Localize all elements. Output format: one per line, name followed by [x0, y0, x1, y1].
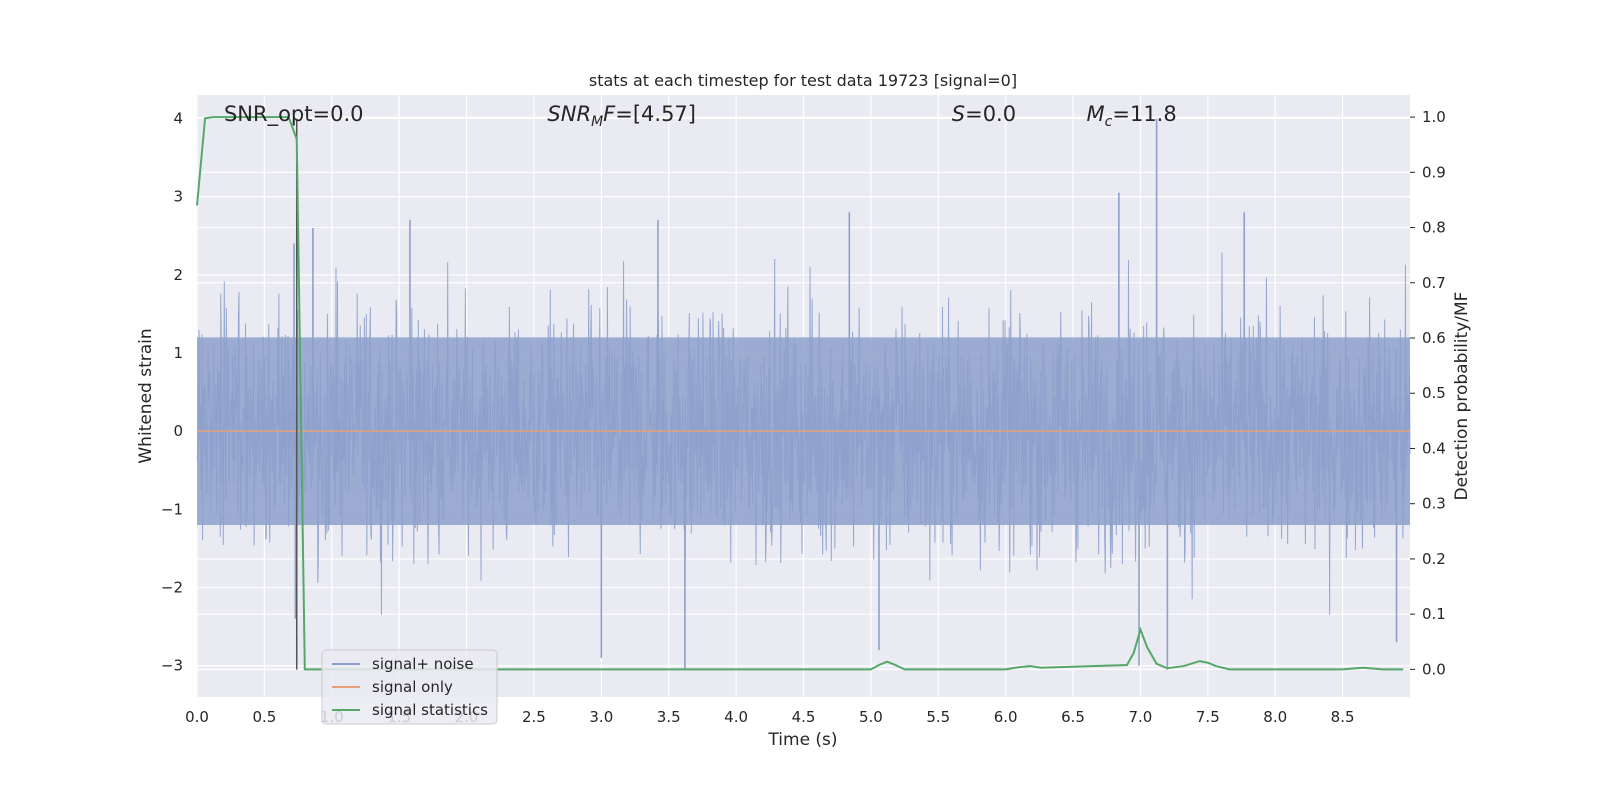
legend-label: signal statistics [372, 701, 488, 719]
x-tick-label: 3.5 [657, 708, 681, 726]
y-tick-label-right: 1.0 [1422, 108, 1446, 126]
x-tick-label: 4.0 [724, 708, 748, 726]
x-tick-label: 6.0 [994, 708, 1018, 726]
x-tick-label: 7.0 [1129, 708, 1153, 726]
y-tick-label-left: 4 [173, 109, 183, 127]
y-tick-label-right: 0.9 [1422, 163, 1446, 181]
y-tick-label-left: −1 [161, 500, 183, 518]
x-tick-label: 5.5 [926, 708, 950, 726]
annotation-s: S=0.0 [952, 102, 1016, 126]
y-tick-label-right: 0.3 [1422, 495, 1446, 513]
x-tick-label: 6.5 [1061, 708, 1085, 726]
x-tick-label: 3.0 [589, 708, 613, 726]
y-tick-label-right: 0.6 [1422, 329, 1446, 347]
legend-label: signal+ noise [372, 655, 474, 673]
series-signal-statistics [196, 116, 1404, 671]
y-tick-label-left: 1 [173, 344, 183, 362]
y-tick-label-right: 0.7 [1422, 274, 1446, 292]
y-tick-label-left: −2 [161, 579, 183, 597]
legend-box [321, 649, 498, 725]
y-axis-label-right: Detection probability/MF [1452, 292, 1472, 501]
x-tick-label: 5.0 [859, 708, 883, 726]
y-tick-label-right: 0.0 [1422, 660, 1446, 678]
x-tick-label: 7.5 [1196, 708, 1220, 726]
x-tick-label: 8.0 [1263, 708, 1287, 726]
series-lines [196, 116, 1410, 671]
axis-ticks: 0.00.51.01.52.02.53.03.54.04.55.05.56.06… [161, 108, 1446, 726]
y-tick-label-left: 0 [173, 422, 183, 440]
y-tick-label-right: 0.8 [1422, 219, 1446, 237]
y-tick-label-left: 3 [173, 188, 183, 206]
legend-label: signal only [372, 678, 453, 696]
y-tick-label-right: 0.2 [1422, 550, 1446, 568]
y-tick-label-right: 0.5 [1422, 384, 1446, 402]
y-tick-label-left: 2 [173, 266, 183, 284]
annotation-snr-opt: SNR_opt=0.0 [224, 102, 364, 127]
x-tick-label: 8.5 [1331, 708, 1355, 726]
chart-title: stats at each timestep for test data 197… [589, 71, 1017, 90]
legend: signal+ noise signal only signal statistic… [321, 649, 498, 725]
y-tick-label-right: 0.4 [1422, 439, 1446, 457]
y-tick-label-right: 0.1 [1422, 605, 1446, 623]
y-tick-label-left: −3 [161, 657, 183, 675]
annotation-mc: Mc=11.8 [1087, 102, 1177, 130]
x-tick-label: 2.5 [522, 708, 546, 726]
x-axis-label: Time (s) [767, 730, 837, 750]
annotation-snr-mf: SNRMF=[4.57] [547, 102, 696, 130]
x-tick-label: 0.5 [252, 708, 276, 726]
annotations: SNR_opt=0.0 SNRMF=[4.57] S=0.0 Mc=11.8 [224, 102, 1177, 130]
x-tick-label: 0.0 [185, 708, 209, 726]
y-axis-label-left: Whitened strain [136, 328, 156, 463]
x-tick-label: 4.5 [792, 708, 816, 726]
